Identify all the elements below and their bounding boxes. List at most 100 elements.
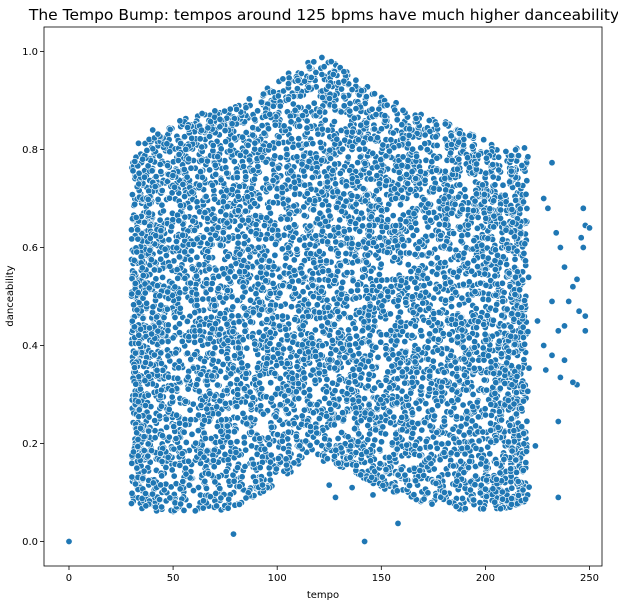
scatter-point [399,106,407,114]
scatter-point [160,314,168,322]
scatter-point [490,223,498,231]
scatter-point [461,186,469,194]
scatter-point [360,395,368,403]
scatter-point [159,207,167,215]
scatter-point [329,167,337,175]
scatter-point [246,253,254,261]
scatter-point [250,175,258,183]
scatter-point [157,168,165,176]
scatter-point [310,58,318,66]
scatter-point [346,334,354,342]
scatter-point [408,331,416,339]
scatter-point [206,133,214,141]
scatter-point [192,439,200,447]
scatter-point [370,125,378,133]
scatter-point [275,322,283,330]
scatter-point [282,405,290,413]
scatter-point [461,193,469,201]
scatter-point [339,278,347,286]
scatter-point [392,430,400,438]
scatter-point [398,121,406,129]
scatter-point [221,450,229,458]
scatter-point [316,139,324,147]
scatter-point [324,267,332,275]
scatter-point [299,288,307,296]
scatter-point [251,145,259,153]
scatter-point [375,105,383,113]
scatter-point [377,381,385,389]
scatter-point [187,297,195,305]
scatter-point [178,337,186,345]
scatter-point [206,334,214,342]
scatter-point [466,486,474,494]
scatter-point [128,489,136,497]
scatter-point [413,284,421,292]
scatter-point [352,76,360,84]
scatter-point [266,476,274,484]
scatter-point [271,251,279,259]
scatter-point [287,303,295,311]
scatter-point [234,464,242,472]
scatter-point [248,442,256,450]
scatter-point [235,318,243,326]
scatter-point [227,370,235,378]
scatter-point [331,160,339,168]
scatter-point [441,273,449,281]
scatter-point [354,438,362,446]
scatter-point [200,233,208,241]
scatter-point [487,419,495,427]
scatter-point [199,497,207,505]
scatter-point [466,132,474,140]
scatter-point [265,464,273,472]
scatter-point [168,466,176,474]
scatter-point [219,229,227,237]
scatter-point [421,176,429,184]
scatter-point [407,224,415,232]
scatter-point [300,212,308,220]
scatter-point [273,431,281,439]
scatter-point [214,284,222,292]
scatter-point [356,153,364,161]
scatter-point [176,461,184,469]
scatter-point [272,465,280,473]
scatter-point [418,426,426,434]
scatter-point [321,116,329,124]
scatter-point [156,216,164,224]
scatter-point [375,196,383,204]
scatter-point [242,446,250,454]
scatter-point [486,450,494,458]
scatter-point [423,274,431,282]
scatter-point [334,434,342,442]
scatter-point [489,173,497,181]
scatter-point [323,296,331,304]
scatter-point [401,379,409,387]
scatter-point [283,151,291,159]
scatter-point [234,414,242,422]
scatter-point [186,406,194,414]
scatter-point [441,135,449,143]
scatter-point [266,470,274,478]
scatter-point [499,253,507,261]
scatter-point [352,332,360,340]
scatter-point [252,290,260,298]
scatter-point [427,259,435,267]
scatter-point [185,481,193,489]
scatter-point [141,173,149,181]
scatter-point [173,244,181,252]
scatter-point [426,216,434,224]
scatter-point [240,162,248,170]
scatter-point [315,247,323,255]
scatter-point [391,106,399,114]
scatter-point [331,180,339,188]
scatter-point [413,368,421,376]
scatter-point [357,417,365,425]
scatter-point [203,484,211,492]
scatter-point [470,237,478,245]
scatter-point [276,102,284,110]
scatter-point [487,411,495,419]
scatter-point [318,71,326,79]
scatter-point [159,273,167,281]
scatter-point [381,430,389,438]
scatter-point [411,358,419,366]
scatter-point [276,289,284,297]
